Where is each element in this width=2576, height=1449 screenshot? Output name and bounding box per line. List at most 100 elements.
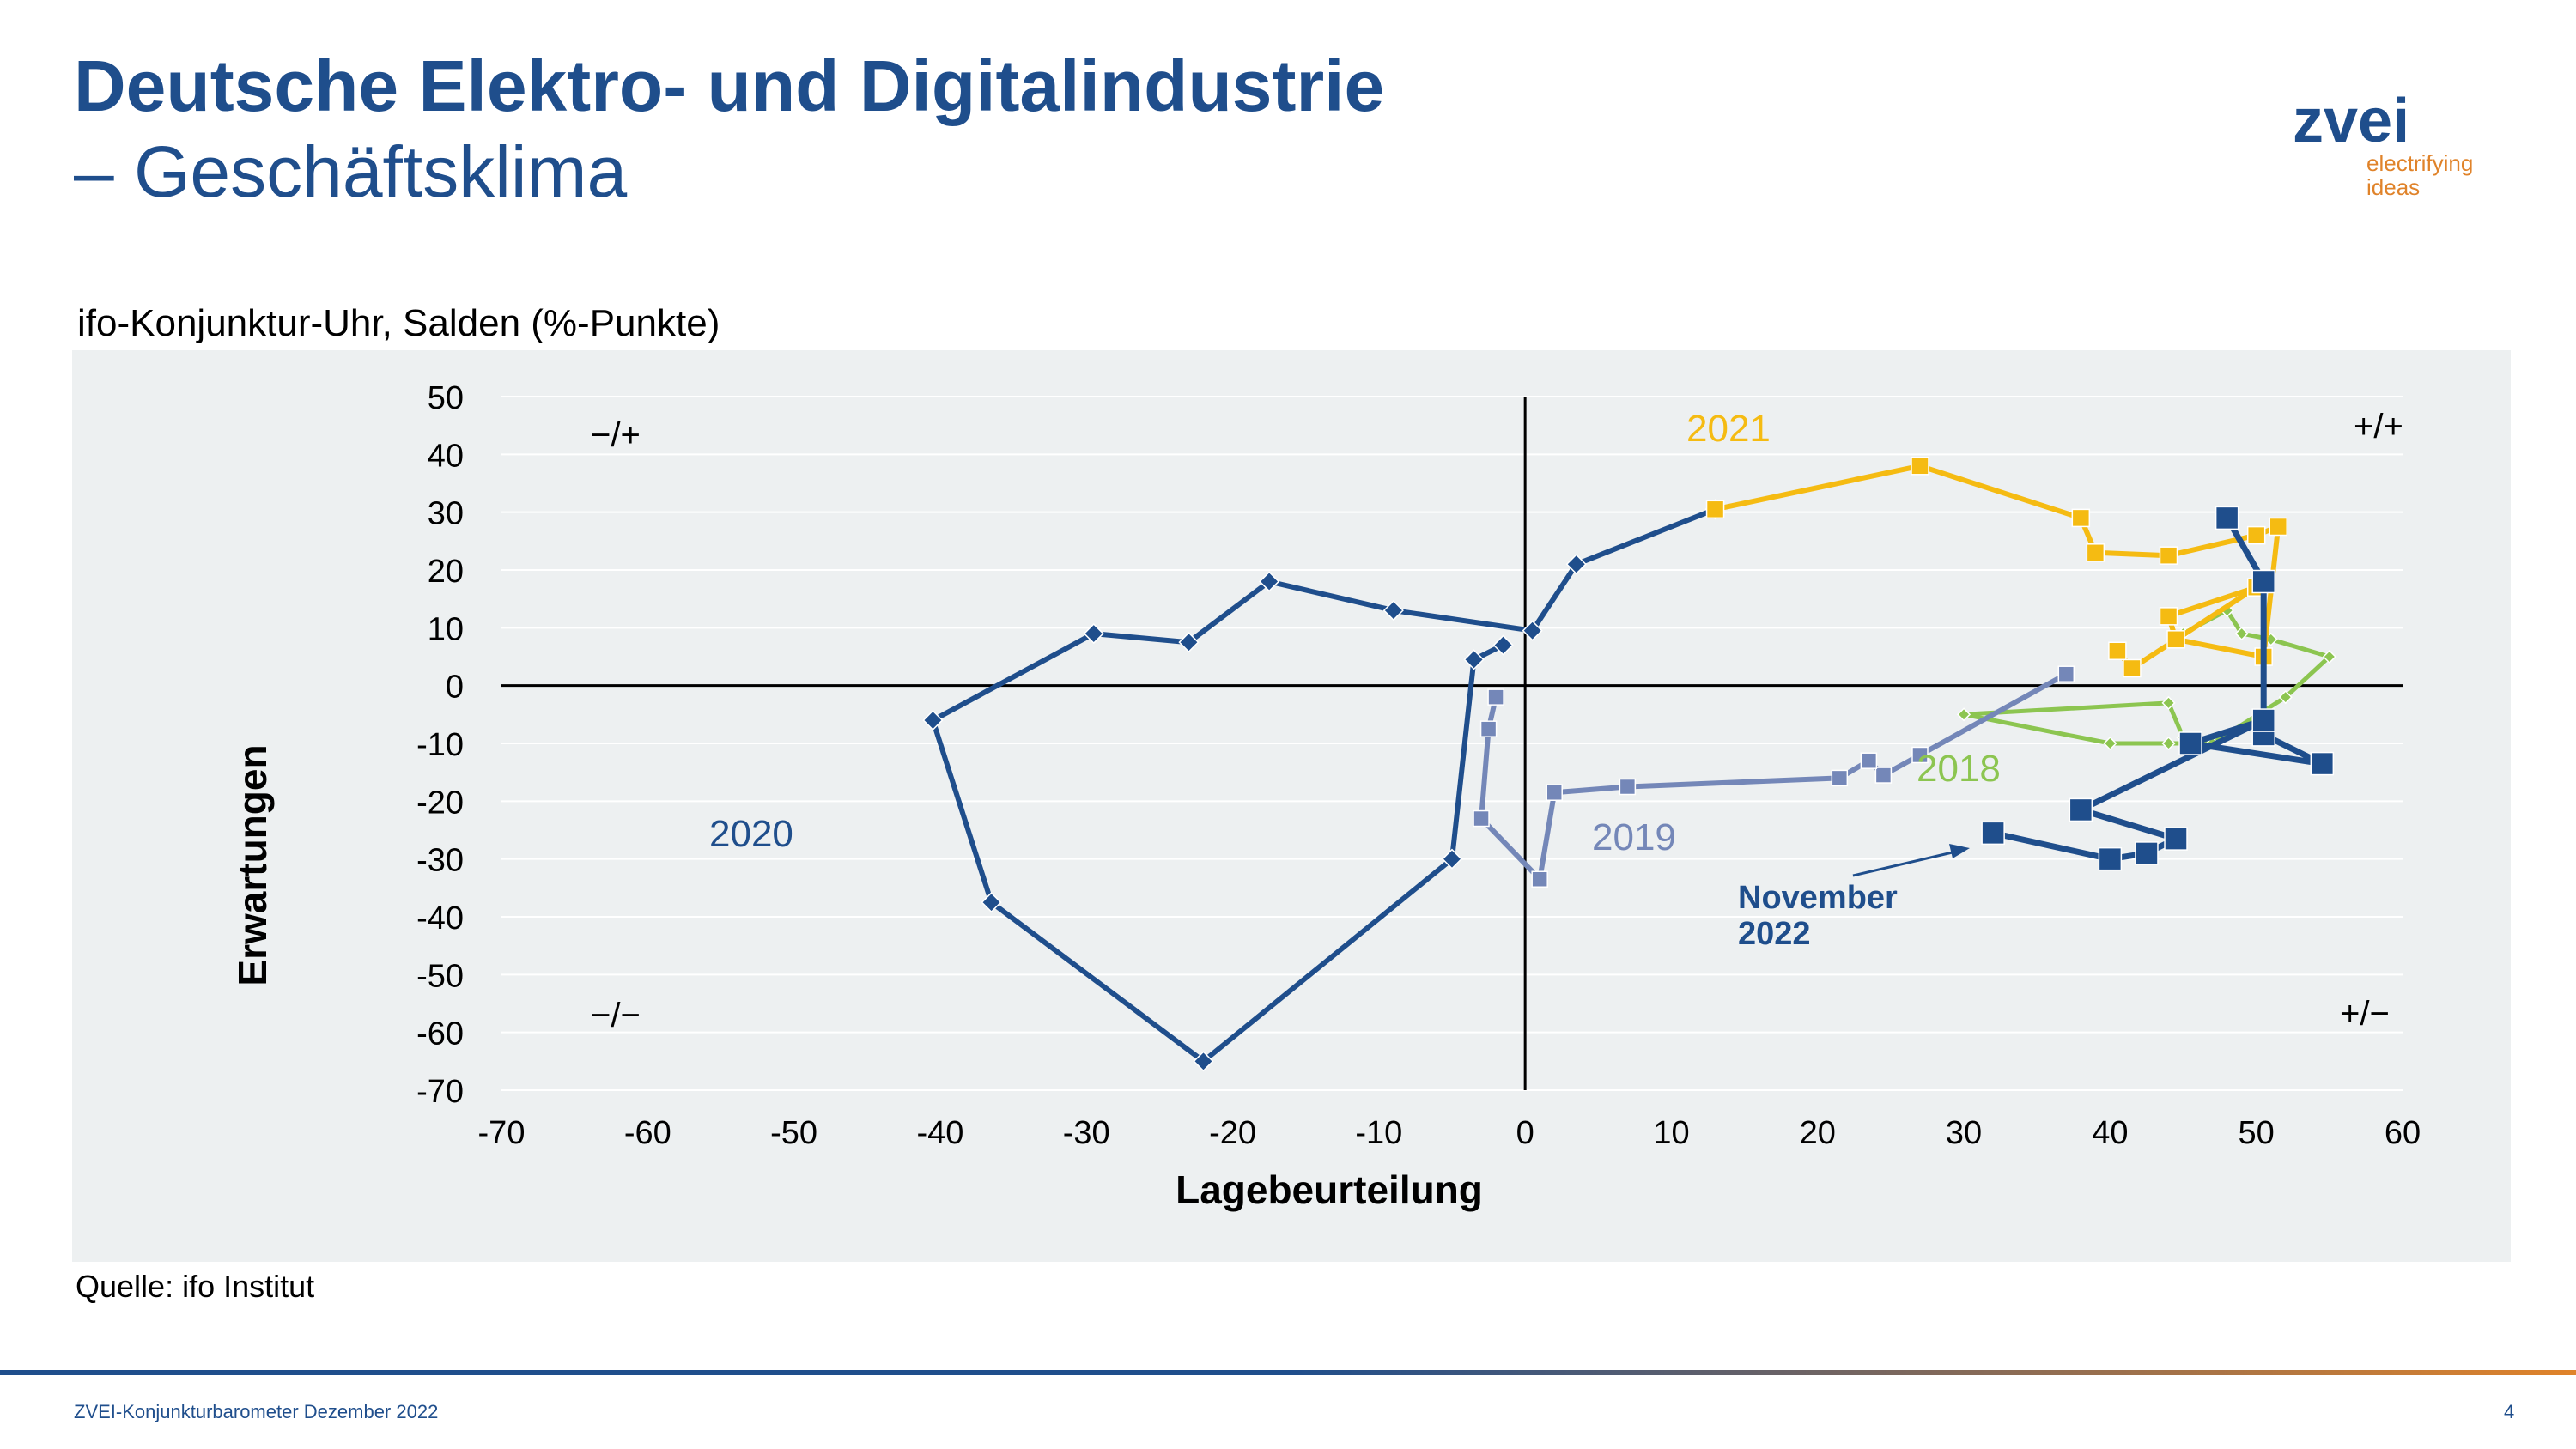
x-axis-title: Lagebeurteilung [1176, 1167, 1483, 1212]
x-tick-label: -50 [770, 1115, 817, 1151]
y-tick-labels: 50 40 30 20 10 0 -10 -20 -30 -40 -50 -60 -70 [416, 380, 464, 1110]
y-tick-label: 50 [428, 380, 464, 416]
data-point-2019 [1860, 752, 1878, 769]
data-point-2020 [1178, 632, 1200, 653]
y-axis-title: Erwartungen [230, 744, 275, 985]
logo-tagline-line2: ideas [2366, 174, 2421, 200]
annotation-arrowhead [1949, 844, 1970, 858]
x-tick-label: -20 [1209, 1115, 1256, 1151]
data-point-2022 [2135, 841, 2159, 865]
data-point-2021 [2269, 517, 2287, 537]
series-2022 [1981, 506, 2335, 871]
quadrant-label-top-left: −/+ [591, 416, 641, 454]
series-label-2018: 2018 [1917, 748, 2001, 790]
chart-subtitle: ifo-Konjunktur-Uhr, Salden (%-Punkte) [77, 302, 720, 344]
x-tick-label: 50 [2239, 1115, 2275, 1151]
data-point-2021 [2086, 543, 2105, 562]
data-point-2021 [1705, 500, 1725, 519]
y-tick-label: 40 [428, 438, 464, 474]
y-tick-label: -40 [416, 900, 464, 937]
x-tick-label: -30 [1063, 1115, 1110, 1151]
logo-tagline-line1: electrifying [2366, 150, 2474, 176]
data-point-2022 [2164, 827, 2188, 851]
quadrant-label-top-right: +/+ [2354, 408, 2403, 446]
data-point-2019 [1487, 688, 1504, 706]
series-line-2020 [930, 506, 1716, 1064]
x-tick-label: 40 [2092, 1115, 2128, 1151]
data-point-2019 [1479, 720, 1498, 737]
x-tick-label: 0 [1516, 1115, 1534, 1151]
data-point-2022 [2098, 846, 2123, 871]
series-layer [922, 457, 2336, 1072]
page-title: Deutsche Elektro- und Digitalindustrie [74, 45, 1385, 126]
page-number: 4 [2504, 1401, 2515, 1422]
series-2019 [1473, 665, 2075, 888]
data-point-2019 [2057, 665, 2075, 682]
y-tick-label: 0 [446, 670, 464, 706]
zvei-logo: zvei electrifying ideas [2293, 86, 2507, 215]
data-point-2021 [2071, 508, 2091, 528]
data-point-2020 [1259, 571, 1280, 592]
data-point-2020 [1522, 620, 1543, 641]
footer-divider [0, 1370, 2576, 1375]
data-point-2020 [1463, 649, 1485, 670]
y-tick-label: 20 [428, 554, 464, 590]
page-subtitle: – Geschäftsklima [74, 131, 628, 212]
footer-text: ZVEI-Konjunkturbarometer Dezember 2022 [74, 1401, 439, 1422]
y-tick-label: -10 [416, 727, 464, 763]
data-point-2022 [2178, 731, 2202, 755]
quadrant-label-bottom-right: +/− [2340, 995, 2390, 1033]
data-point-2019 [1473, 809, 1490, 828]
data-point-2018 [2278, 690, 2293, 705]
data-point-2022 [2310, 751, 2335, 776]
series-label-2019: 2019 [1592, 816, 1676, 858]
data-point-2018 [2161, 736, 2176, 751]
data-point-2021 [2123, 658, 2142, 678]
data-point-2022 [2215, 506, 2239, 530]
y-tick-label: -20 [416, 785, 464, 821]
data-point-2019 [1546, 784, 1563, 801]
y-tick-label: -30 [416, 843, 464, 879]
data-point-2020 [1492, 634, 1514, 656]
data-point-2019 [1531, 870, 1548, 888]
annotation-november-line1: November [1738, 880, 1898, 916]
x-tick-label: -10 [1355, 1115, 1402, 1151]
x-tick-label: 30 [1946, 1115, 1982, 1151]
data-point-2022 [2251, 569, 2275, 594]
data-point-2021 [2166, 630, 2185, 649]
data-point-2018 [1957, 707, 1971, 722]
logo-tagline: electrifying ideas [2366, 151, 2473, 199]
data-point-2019 [1831, 769, 1849, 787]
data-point-2018 [2161, 695, 2176, 710]
data-point-2021 [2246, 525, 2266, 545]
series-2020 [922, 499, 1726, 1072]
y-tick-label: -60 [416, 1016, 464, 1052]
grid-lines [501, 396, 2403, 1091]
annotation-arrow [1852, 850, 1957, 877]
y-tick-label: -50 [416, 958, 464, 994]
data-point-2022 [1981, 821, 2005, 846]
series-line-2021 [1714, 463, 2281, 671]
data-point-2020 [1382, 600, 1404, 621]
data-point-2019 [1619, 778, 1637, 796]
series-2021 [1705, 457, 2287, 678]
y-tick-label: -70 [416, 1074, 464, 1110]
series-2018 [1957, 603, 2336, 751]
x-tick-label: -40 [916, 1115, 963, 1151]
x-tick-label: 10 [1653, 1115, 1689, 1151]
x-tick-label: -70 [478, 1115, 526, 1151]
data-point-2021 [2159, 607, 2178, 626]
data-point-2018 [2103, 736, 2117, 751]
data-point-2022 [2069, 797, 2093, 822]
data-point-2020 [1565, 554, 1587, 575]
y-tick-label: 10 [428, 611, 464, 647]
source-note: Quelle: ifo Institut [76, 1269, 315, 1304]
logo-wordmark: zvei [2293, 87, 2410, 155]
data-point-2020 [1193, 1051, 1214, 1072]
quadrant-label-bottom-left: −/− [591, 997, 641, 1034]
data-point-2020 [1083, 623, 1104, 645]
data-point-2020 [922, 710, 944, 731]
data-point-2018 [2234, 627, 2249, 641]
data-point-2019 [1911, 746, 1929, 764]
